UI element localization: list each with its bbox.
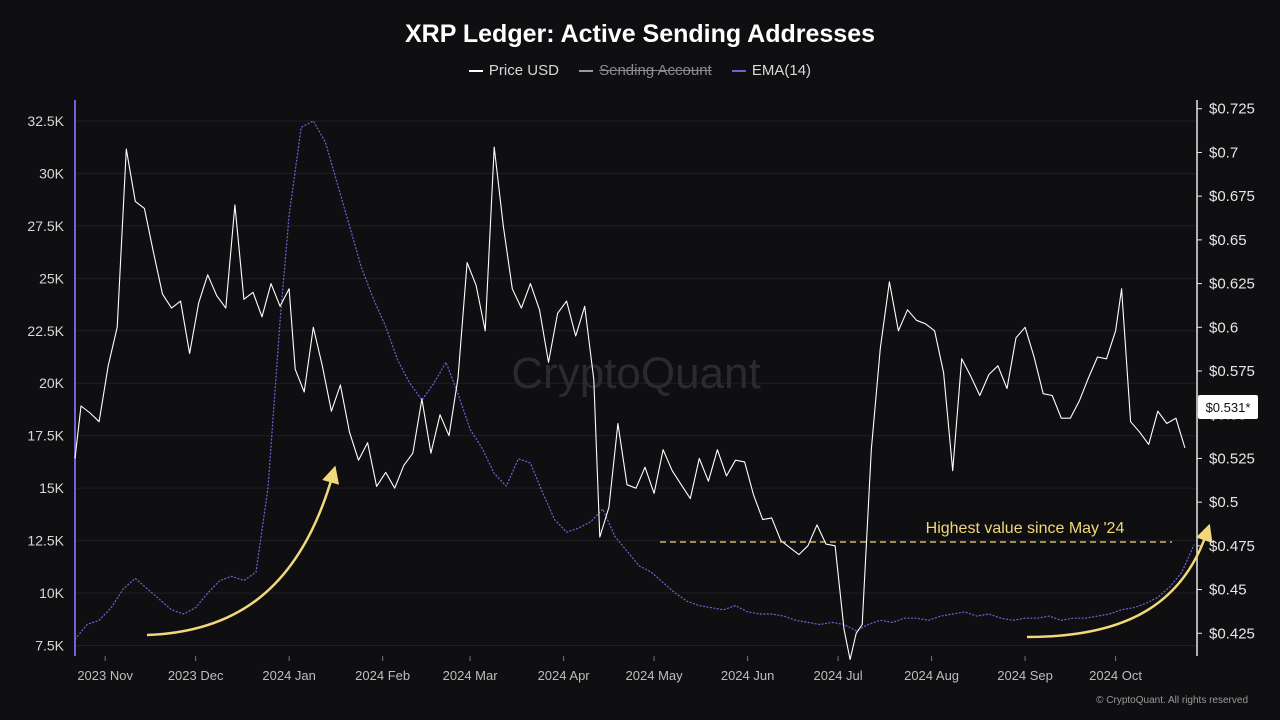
y-right-tick-label: $0.6	[1209, 319, 1238, 336]
last-value-badge	[1198, 395, 1258, 419]
x-tick-label: 2024 Sep	[997, 668, 1053, 683]
x-tick-label: 2024 Apr	[538, 668, 591, 683]
x-axis: 2023 Nov 2023 Dec 2024 Jan 2024 Feb 2024 Mar…	[77, 656, 1142, 683]
y-right-tick-label: $0.625	[1209, 276, 1255, 293]
copyright-notice: © CryptoQuant. All rights reserved	[1096, 695, 1248, 706]
y-right-tick-label: $0.475	[1209, 538, 1255, 555]
y-right-tick-label: $0.525	[1209, 450, 1255, 467]
x-tick-label: 2023 Nov	[77, 668, 133, 683]
y-left-tick-label: 10K	[39, 585, 65, 601]
x-tick-label: 2024 Jan	[262, 668, 316, 683]
chart-title: XRP Ledger: Active Sending Addresses	[404, 20, 876, 48]
legend-swatch-price	[468, 70, 483, 73]
chart-legend: Price USD Sending Account EMA(14)	[0, 62, 1280, 79]
x-tick-label: 2024 Jun	[721, 668, 775, 683]
y-right-tick-label: $0.425	[1209, 625, 1255, 642]
x-tick-label: 2024 Jul	[814, 668, 863, 683]
series-line-ema-14-	[74, 120, 1195, 640]
y-left-tick-label: 32.5K	[27, 113, 64, 129]
x-tick-label: 2024 Oct	[1089, 668, 1142, 683]
legend-item-ema[interactable]: EMA(14)	[731, 62, 812, 79]
legend-label-sending-account: Sending Account	[599, 62, 712, 79]
y-left-tick-label: 7.5K	[35, 638, 64, 654]
x-tick-label: 2024 Feb	[355, 668, 410, 683]
left-y-axis: 7.5K 10K 12.5K 15K 17.5K 20K 22.5K 25K 27.5K 30K 3…	[27, 113, 64, 654]
y-left-tick-label: 22.5K	[27, 323, 64, 339]
legend-label-ema: EMA(14)	[751, 62, 812, 79]
legend-swatch-ema	[731, 70, 746, 73]
y-right-tick-label: $0.45	[1209, 582, 1247, 599]
y-left-tick-label: 20K	[39, 375, 65, 391]
y-right-tick-label: $0.725	[1209, 101, 1255, 118]
x-tick-label: 2024 May	[626, 668, 684, 683]
right-y-axis: $0.425$0.45$0.475$0.5$0.525$0.55$0.575$0…	[1197, 101, 1255, 642]
x-tick-label: 2024 Mar	[443, 668, 499, 683]
y-left-tick-label: 12.5K	[27, 533, 64, 549]
legend-item-sending-account[interactable]: Sending Account	[579, 62, 712, 79]
y-right-tick-label: $0.65	[1209, 232, 1247, 249]
y-left-tick-label: 15K	[39, 480, 65, 496]
y-right-tick-label: $0.575	[1209, 363, 1255, 380]
last-value-label: $0.531*	[1206, 400, 1251, 415]
series-line-price-usd	[74, 146, 1186, 661]
y-left-tick-label: 30K	[39, 165, 65, 181]
legend-swatch-sending-account	[579, 70, 594, 73]
y-left-tick-label: 25K	[39, 270, 65, 286]
right-arrow-annotation	[1026, 523, 1213, 639]
legend-label-price: Price USD	[488, 62, 559, 79]
series-layer	[74, 120, 1195, 661]
x-tick-label: 2023 Dec	[168, 668, 224, 683]
left-arrow-annotation	[146, 465, 340, 637]
x-tick-label: 2024 Aug	[904, 668, 959, 683]
highest-value-annotation: Highest value since May '24	[926, 520, 1125, 537]
y-right-tick-label: $0.675	[1209, 188, 1255, 205]
y-left-tick-label: 17.5K	[27, 428, 64, 444]
legend-item-price-usd[interactable]: Price USD	[468, 62, 559, 79]
y-left-tick-label: 27.5K	[27, 218, 64, 234]
watermark: CryptoQuant	[511, 349, 760, 398]
y-right-tick-label: $0.7	[1209, 144, 1238, 161]
y-right-tick-label: $0.5	[1209, 494, 1238, 511]
